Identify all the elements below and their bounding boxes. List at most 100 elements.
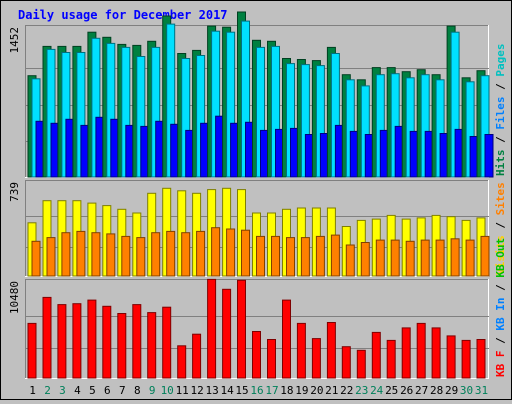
bar-kbytes-kb-f-19 (296, 322, 306, 379)
x-tick-label-day-5: 5 (89, 384, 96, 397)
bar-kbytes-kb-f-29 (446, 335, 456, 379)
bar-visits-sites-sites-9 (151, 232, 161, 277)
bar-visits-sites-sites-1 (31, 240, 41, 277)
bar-visits-sites-sites-16 (256, 235, 265, 277)
legend-entry-pages: Pages (494, 44, 507, 77)
bar-kbytes-kb-f-21 (326, 322, 336, 379)
x-tick-label-day-14: 14 (220, 384, 234, 397)
x-tick-label-day-29: 29 (445, 384, 458, 397)
x-tick-label-day-7: 7 (119, 384, 126, 397)
x-tick-label-day-6: 6 (104, 384, 111, 397)
x-tick-label-day-25: 25 (385, 384, 398, 397)
x-tick-label-day-11: 11 (176, 384, 189, 397)
bar-kbytes-kb-f-10 (162, 306, 172, 379)
bar-visits-sites-sites-6 (106, 233, 116, 277)
x-tick-label-day-2: 2 (44, 384, 51, 397)
bar-kbytes-kb-f-30 (461, 339, 471, 379)
bar-kbytes-kb-f-8 (132, 304, 142, 379)
x-tick-label-day-20: 20 (310, 384, 323, 397)
bar-visits-sites-sites-23 (360, 242, 370, 277)
legend-entry-kb-in: KB In (494, 298, 507, 331)
bar-visits-sites-sites-28 (435, 239, 445, 277)
x-tick-label-day-12: 12 (190, 384, 203, 397)
legend-separator: / (494, 130, 507, 150)
x-tick-label-day-3: 3 (59, 384, 66, 397)
x-tick-label-day-26: 26 (400, 384, 413, 397)
bar-kbytes-kb-f-6 (102, 305, 112, 379)
bar-visits-sites-sites-2 (46, 237, 56, 277)
x-tick-label-day-23: 23 (355, 384, 368, 397)
bar-kbytes-kb-f-5 (87, 299, 97, 379)
bar-visits-sites-sites-15 (241, 229, 250, 277)
bar-kbytes-kb-f-31 (476, 339, 486, 379)
bar-kbytes-kb-f-14 (222, 288, 232, 379)
legend-separator: / (494, 278, 507, 298)
legend-separator: / (494, 331, 507, 351)
bar-kbytes-kb-f-25 (386, 339, 396, 379)
bar-visits-sites-sites-17 (271, 235, 280, 277)
bar-visits-sites-sites-4 (76, 230, 86, 277)
legend-kbytes: KB F / KB In / KB Out (494, 238, 507, 377)
bar-kbytes-kb-f-1 (27, 322, 37, 379)
bar-visits-sites-sites-3 (61, 232, 71, 277)
x-tick-label-day-22: 22 (340, 384, 353, 397)
bar-kbytes-kb-f-16 (252, 331, 261, 379)
bar-visits-sites-sites-29 (450, 238, 460, 277)
x-tick-label-day-10: 10 (161, 384, 174, 397)
bar-visits-sites-sites-7 (121, 235, 131, 277)
bar-visits-sites-sites-21 (330, 234, 340, 277)
legend-entry-files: Files (494, 97, 507, 130)
bar-visits-sites-sites-8 (136, 237, 146, 277)
bar-kbytes-kb-f-22 (341, 346, 351, 379)
bar-kbytes-kb-f-28 (431, 327, 441, 379)
legend-entry-visits: Visits (494, 235, 507, 275)
bar-kbytes-kb-f-7 (117, 313, 127, 379)
bar-visits-sites-sites-19 (300, 237, 310, 277)
legend-separator: / (494, 77, 507, 97)
bar-visits-sites-sites-27 (420, 239, 430, 277)
legend-hits-files-pages: Hits / Files / Pages (494, 44, 507, 177)
bar-kbytes-kb-f-27 (416, 322, 426, 379)
bar-kbytes-kb-f-15 (237, 279, 246, 379)
y-axis-max-label-visits-sites: 739 (8, 182, 21, 202)
bar-kbytes-kb-f-18 (282, 299, 291, 379)
bar-hits-files-pages-pages-31 (484, 134, 494, 178)
x-tick-label-day-16: 16 (250, 384, 263, 397)
x-tick-label-day-4: 4 (74, 384, 81, 397)
bar-kbytes-kb-f-13 (207, 278, 217, 379)
chart-title: Daily usage for December 2017 (18, 8, 228, 22)
x-tick-label-day-21: 21 (325, 384, 338, 397)
bar-visits-sites-sites-30 (465, 239, 475, 277)
x-tick-label-day-17: 17 (265, 384, 278, 397)
legend-entry-kb-f: KB F (494, 351, 507, 378)
bar-visits-sites-sites-24 (375, 239, 385, 277)
bar-visits-sites-sites-10 (166, 230, 176, 277)
x-tick-label-day-9: 9 (149, 384, 156, 397)
bar-kbytes-kb-f-12 (192, 333, 202, 379)
bar-kbytes-kb-f-2 (42, 296, 52, 379)
bar-kbytes-kb-f-23 (356, 349, 366, 379)
x-tick-label-day-30: 30 (460, 384, 473, 397)
bar-visits-sites-sites-14 (226, 228, 236, 277)
x-tick-label-day-31: 31 (475, 384, 488, 397)
x-tick-label-day-19: 19 (295, 384, 308, 397)
bar-visits-sites-sites-20 (315, 235, 325, 277)
y-axis-max-label-kbytes: 10480 (8, 281, 21, 314)
x-tick-label-day-13: 13 (205, 384, 218, 397)
bar-visits-sites-sites-25 (390, 239, 400, 277)
bar-visits-sites-sites-26 (405, 240, 415, 277)
x-tick-label-day-15: 15 (235, 384, 248, 397)
legend-entry-sites: Sites (494, 182, 507, 215)
bar-kbytes-kb-f-20 (311, 338, 321, 379)
x-tick-label-day-18: 18 (280, 384, 293, 397)
x-tick-label-day-24: 24 (370, 384, 384, 397)
legend-visits-sites: Visits / Sites (494, 182, 507, 275)
x-tick-label-day-8: 8 (134, 384, 141, 397)
x-tick-label-day-1: 1 (29, 384, 36, 397)
legend-entry-hits: Hits (494, 150, 507, 177)
bar-visits-sites-sites-11 (181, 232, 191, 277)
x-tick-label-day-28: 28 (430, 384, 443, 397)
bar-visits-sites-sites-22 (345, 244, 355, 277)
